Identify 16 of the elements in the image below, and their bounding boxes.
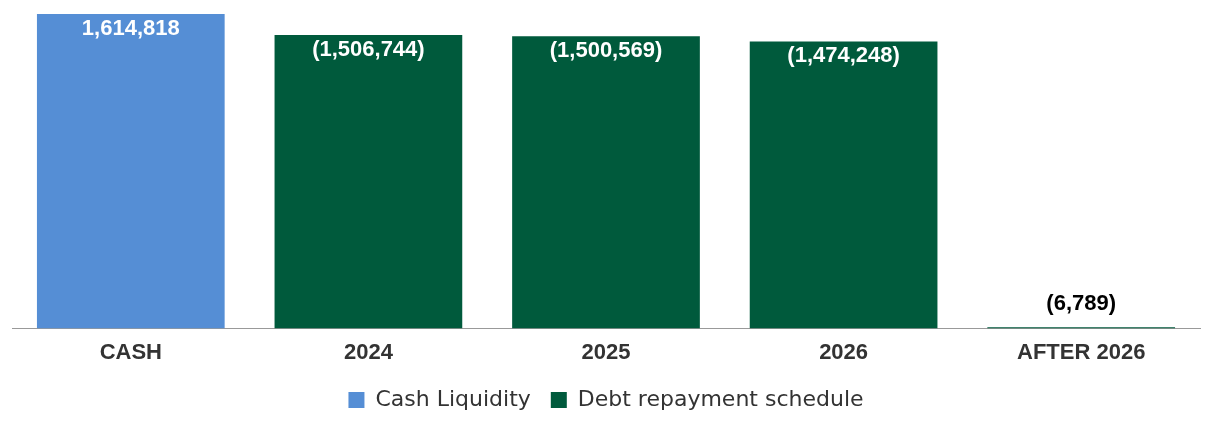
x-tick-label: 2025 xyxy=(581,338,631,364)
bar xyxy=(512,36,700,329)
legend-label: Cash Liquidity xyxy=(375,385,531,411)
x-tick-label: 2026 xyxy=(819,338,869,364)
bar xyxy=(749,41,938,329)
data-label: (1,506,744) xyxy=(312,36,425,62)
x-tick-label: 2024 xyxy=(343,338,394,364)
x-tick-label: AFTER 2026 xyxy=(1017,338,1146,364)
bar xyxy=(274,35,463,329)
x-tick-label: CASH xyxy=(99,338,162,364)
data-label: (1,474,248) xyxy=(787,42,900,68)
bar xyxy=(36,14,225,329)
data-label: (1,500,569) xyxy=(549,37,663,63)
data-label: (6,789) xyxy=(1046,290,1117,316)
legend-label: Debt repayment schedule xyxy=(577,385,864,411)
data-label: 1,614,818 xyxy=(81,15,180,41)
